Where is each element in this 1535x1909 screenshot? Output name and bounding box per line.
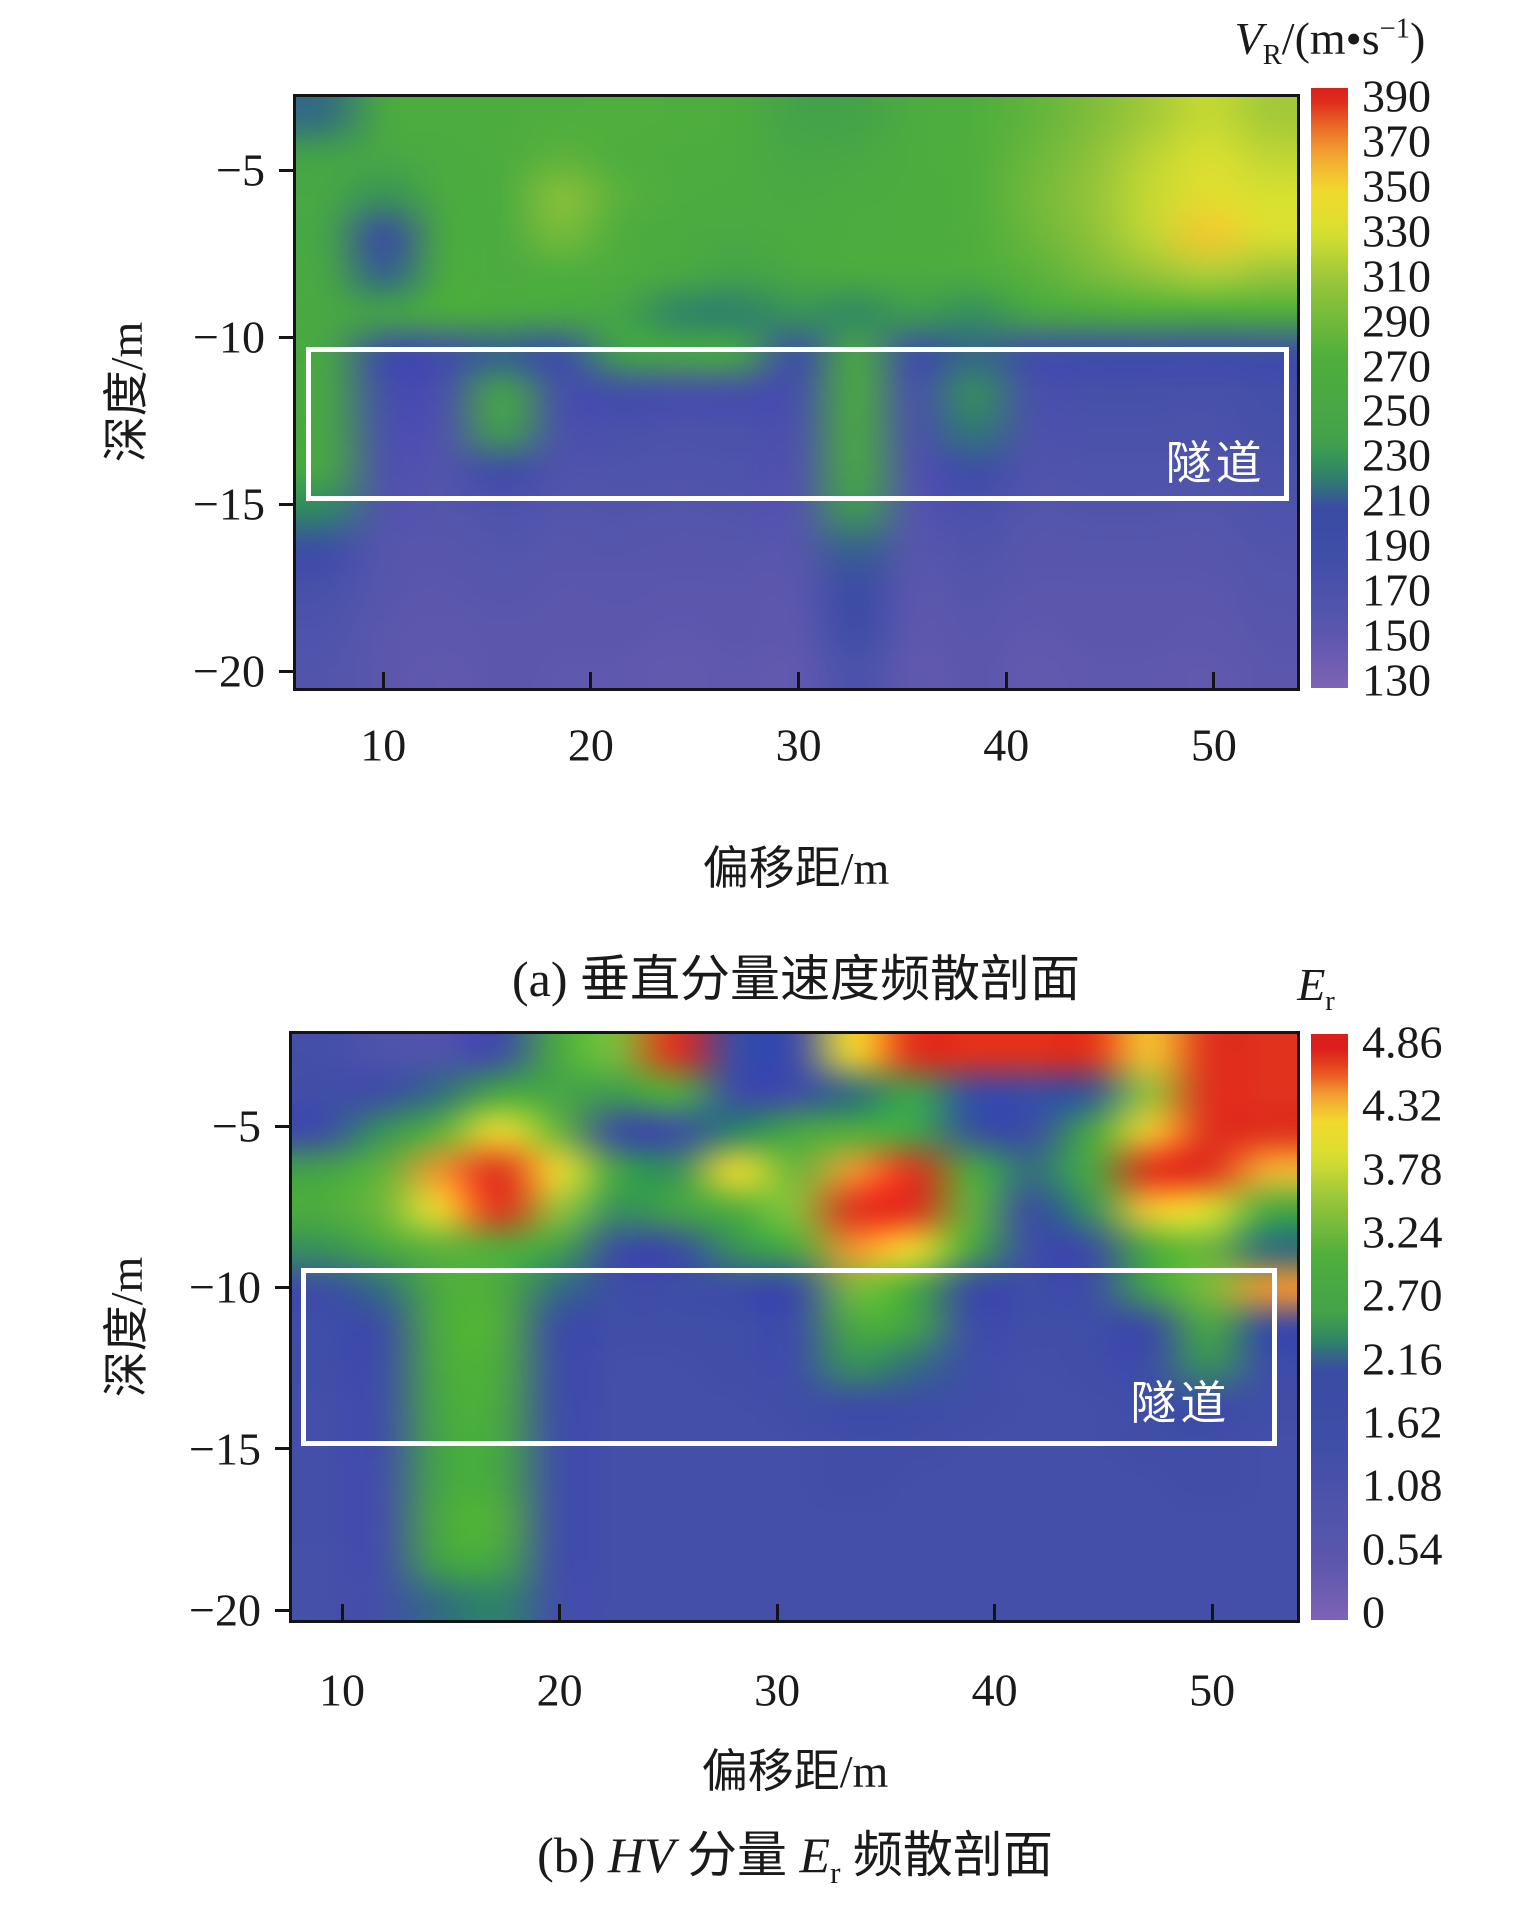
colorbar-tick-label-a: 330 (1362, 205, 1431, 257)
colorbar-tick-label-b: 1.08 (1362, 1459, 1443, 1511)
colorbar-tick-label-b: 3.78 (1362, 1143, 1443, 1195)
y-tick-label-b: −5 (212, 1100, 261, 1152)
colorbar-tick-label-a: 390 (1362, 70, 1431, 122)
colorbar-title-b-symbol: E (1297, 958, 1326, 1010)
caption-b-prefix: (b) (537, 1827, 608, 1883)
colorbar-title-a-exponent: −1 (1379, 13, 1411, 45)
y-tick-label-a: −10 (193, 311, 265, 363)
colorbar-tick-label-b: 2.16 (1362, 1333, 1443, 1385)
plot-frame-b (289, 1031, 1300, 1623)
y-tick-b (275, 1447, 289, 1451)
x-tick-b (340, 1604, 344, 1620)
y-tick-label-a: −5 (216, 144, 265, 196)
y-tick-b (275, 1608, 289, 1612)
colorbar-tick-label-a: 190 (1362, 519, 1431, 571)
x-tick-label-a: 20 (567, 719, 614, 771)
x-tick-b (775, 1604, 779, 1620)
colorbar-tick-label-a: 150 (1362, 609, 1431, 661)
caption-b-hv: HV (607, 1827, 675, 1883)
y-tick-b (275, 1285, 289, 1289)
colorbar-a (1311, 88, 1348, 688)
tunnel-rect-b: 隧道 (300, 1268, 1278, 1446)
x-tick-a (1212, 672, 1216, 688)
tunnel-label-a: 隧道 (1165, 438, 1266, 490)
x-tick-a (797, 672, 801, 688)
colorbar-title-b: Er (1297, 958, 1335, 1018)
colorbar-tick-label-b: 0 (1362, 1586, 1385, 1638)
y-tick-a (279, 168, 293, 172)
caption-b-e-symbol: E (799, 1827, 831, 1883)
colorbar-title-a-close: ) (1410, 12, 1426, 64)
x-tick-label-b: 50 (1189, 1664, 1236, 1716)
x-tick-label-a: 30 (775, 719, 822, 771)
colorbar-tick-label-a: 290 (1362, 295, 1431, 347)
y-tick-a (279, 335, 293, 339)
heatmap-canvas-a (296, 97, 1297, 688)
colorbar-tick-label-a: 170 (1362, 564, 1431, 616)
colorbar-title-b-subscript: r (1325, 986, 1335, 1018)
y-tick-a (279, 669, 293, 673)
colorbar-tick-label-a: 250 (1362, 384, 1431, 436)
heatmap-canvas-b (292, 1034, 1297, 1620)
plot-frame-a (293, 94, 1300, 691)
x-tick-a (381, 672, 385, 688)
colorbar-title-a-units: /(m•s (1281, 12, 1380, 64)
colorbar-tick-label-a: 210 (1362, 474, 1431, 526)
x-tick-b (1210, 1604, 1214, 1620)
x-tick-b (558, 1604, 562, 1620)
colorbar-title-a: VR/(m•s−1) (1235, 12, 1426, 72)
x-axis-label-b: 偏移距/m (701, 1746, 889, 1797)
tunnel-rect-a: 隧道 (306, 347, 1289, 501)
colorbar-b (1311, 1034, 1348, 1620)
caption-a: (a) 垂直分量速度频散剖面 (512, 951, 1080, 1007)
colorbar-tick-label-b: 0.54 (1362, 1523, 1443, 1575)
colorbar-tick-label-a: 130 (1362, 654, 1431, 706)
caption-b-mid: 分量 (674, 1827, 800, 1883)
y-tick-label-a: −20 (193, 645, 265, 697)
colorbar-tick-label-b: 1.62 (1362, 1396, 1443, 1448)
colorbar-tick-label-b: 2.70 (1362, 1269, 1443, 1321)
y-tick-label-b: −20 (189, 1584, 261, 1636)
caption-b: (b) HV 分量 Er 频散剖面 (537, 1815, 1053, 1891)
colorbar-tick-label-a: 350 (1362, 160, 1431, 212)
y-tick-b (275, 1124, 289, 1128)
x-tick-b (993, 1604, 997, 1620)
colorbar-tick-label-b: 3.24 (1362, 1206, 1443, 1258)
colorbar-tick-label-a: 370 (1362, 115, 1431, 167)
y-tick-label-b: −15 (189, 1423, 261, 1475)
colorbar-tick-label-b: 4.32 (1362, 1079, 1443, 1131)
x-tick-label-b: 30 (754, 1664, 801, 1716)
x-tick-label-b: 40 (971, 1664, 1018, 1716)
colorbar-title-a-symbol: V (1234, 12, 1263, 64)
colorbar-tick-label-b: 4.86 (1362, 1016, 1443, 1068)
colorbar-tick-label-a: 230 (1362, 429, 1431, 481)
colorbar-tick-label-a: 310 (1362, 250, 1431, 302)
x-tick-label-a: 50 (1190, 719, 1237, 771)
colorbar-title-a-subscript: R (1262, 40, 1282, 72)
y-tick-a (279, 502, 293, 506)
x-axis-label-a: 偏移距/m (702, 843, 890, 894)
caption-b-suffix: 频散剖面 (840, 1827, 1053, 1883)
x-tick-label-a: 40 (983, 719, 1030, 771)
y-tick-label-b: −10 (189, 1261, 261, 1313)
x-tick-label-b: 20 (536, 1664, 583, 1716)
tunnel-label-b: 隧道 (1130, 1378, 1231, 1430)
x-tick-a (1004, 672, 1008, 688)
x-tick-a (589, 672, 593, 688)
x-tick-label-b: 10 (319, 1664, 366, 1716)
x-tick-label-a: 10 (360, 719, 407, 771)
y-tick-label-a: −15 (193, 478, 265, 530)
caption-b-e-subscript: r (830, 1855, 841, 1890)
colorbar-tick-label-a: 270 (1362, 340, 1431, 392)
